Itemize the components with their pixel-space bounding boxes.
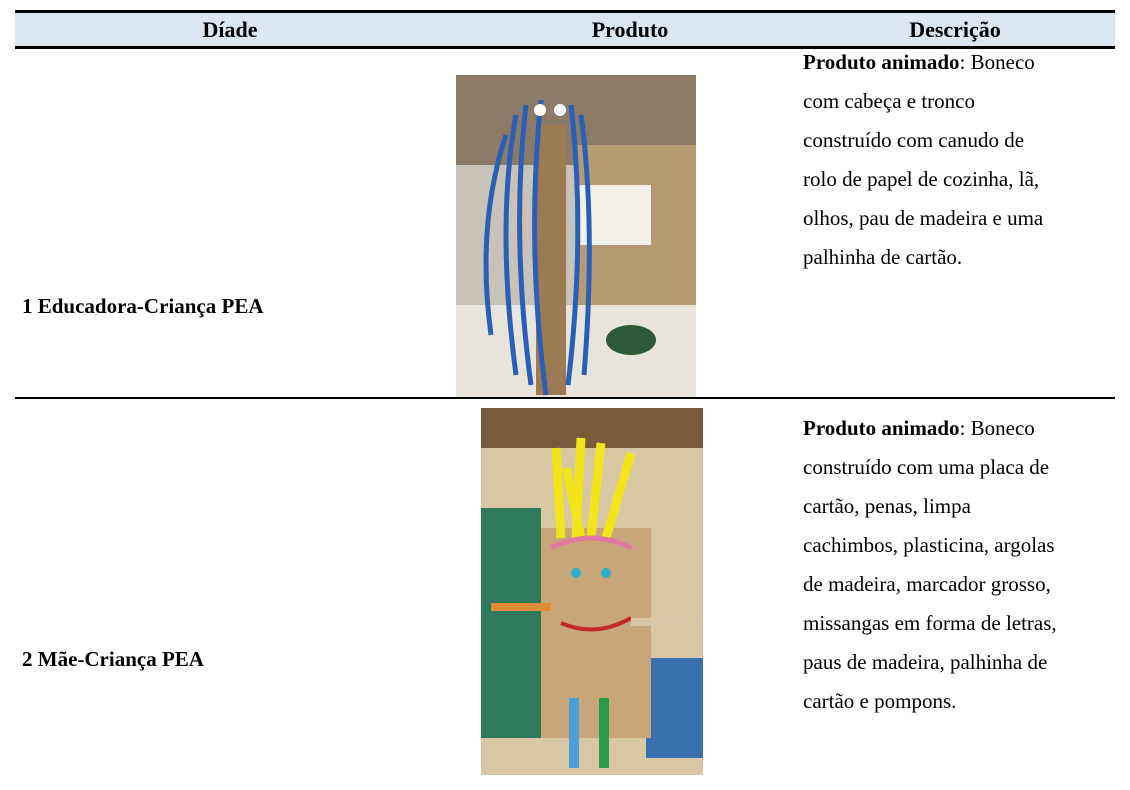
description-line: com cabeça e tronco <box>803 89 975 113</box>
description-line: de madeira, marcador grosso, <box>803 572 1051 596</box>
row-rule <box>15 397 1115 399</box>
header-cell: Descrição <box>909 17 1001 42</box>
dyad-label: 2 Mãe-Criança PEA <box>22 647 204 671</box>
dyad-label: 1 Educadora-Criança PEA <box>22 294 264 318</box>
description-line: palhinha de cartão. <box>803 245 963 269</box>
description-text: : Boneco <box>959 50 1035 74</box>
description-line: cachimbos, plasticina, argolas <box>803 533 1055 557</box>
product-photo <box>456 75 696 398</box>
description-line: missangas em forma de letras, <box>803 611 1057 635</box>
description-text: : Boneco <box>959 416 1035 440</box>
description: Produto animado: Boneco com cabeça e tro… <box>803 43 1043 277</box>
description: Produto animado: Boneco construído com u… <box>803 409 1057 721</box>
header-row: Díade Produto Descrição <box>15 10 1115 49</box>
description-line: construído com canudo de <box>803 128 1025 152</box>
header-cell: Produto <box>591 17 669 42</box>
description-line: cartão e pompons. <box>803 689 957 713</box>
description-line: cartão, penas, limpa <box>803 494 971 518</box>
description-bold: Produto animado <box>803 50 960 74</box>
description-line: rolo de papel de cozinha, lã, <box>803 167 1040 191</box>
description-line: construído com uma placa de <box>803 455 1050 479</box>
header-cell: Díade <box>202 17 258 42</box>
product-photo <box>481 408 703 775</box>
description-line: olhos, pau de madeira e uma <box>803 206 1044 230</box>
description-bold: Produto animado <box>803 416 960 440</box>
description-line: paus de madeira, palhinha de <box>803 650 1048 674</box>
